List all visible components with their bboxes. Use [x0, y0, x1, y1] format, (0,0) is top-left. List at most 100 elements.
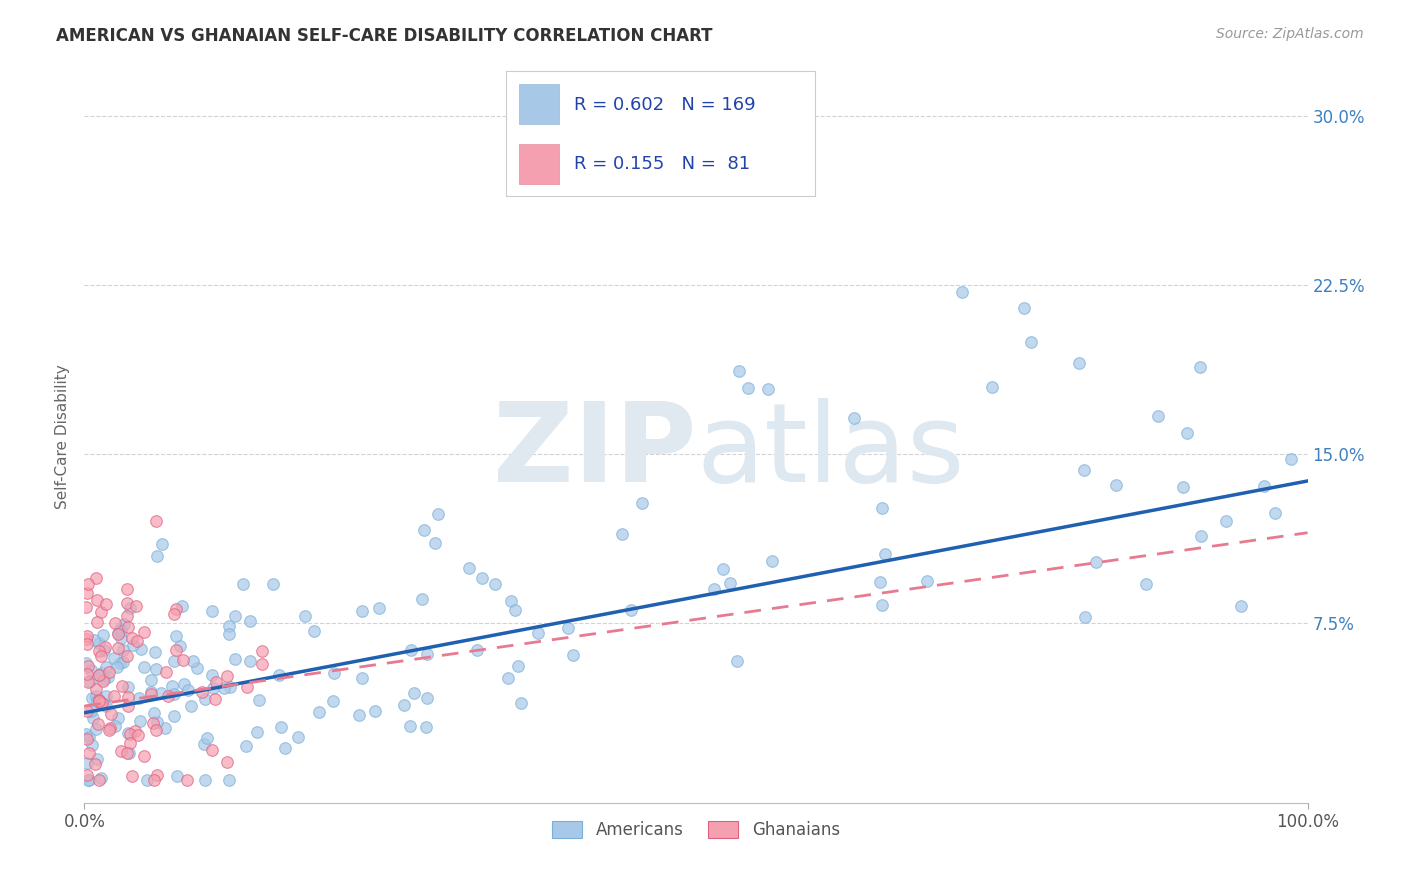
Point [77, 747, 100, 761]
Point [132, 659, 155, 673]
Point [703, 582, 725, 597]
Point [110, 631, 132, 645]
Y-axis label: Self-Care Disability: Self-Care Disability [55, 365, 70, 509]
Point [416, 647, 439, 661]
Point [235, 739, 257, 753]
Point [1189, 529, 1212, 543]
Point [728, 364, 751, 378]
Point [1230, 599, 1253, 613]
Point [86, 689, 108, 703]
Point [77, 773, 100, 788]
Point [111, 643, 134, 657]
Point [274, 740, 297, 755]
Point [117, 681, 139, 695]
Point [870, 598, 893, 612]
Point [471, 571, 494, 585]
Point [128, 690, 150, 705]
Point [165, 601, 187, 615]
Point [93, 697, 115, 711]
Point [718, 576, 741, 591]
Point [218, 627, 240, 641]
Point [173, 677, 195, 691]
Point [404, 685, 426, 699]
Point [215, 669, 238, 683]
Point [527, 625, 550, 640]
Point [76, 773, 98, 788]
Point [870, 501, 893, 516]
Point [107, 626, 129, 640]
Point [194, 773, 217, 788]
Point [80, 704, 103, 718]
Point [204, 691, 226, 706]
Point [246, 725, 269, 739]
Point [100, 707, 122, 722]
Point [115, 649, 138, 664]
Point [195, 731, 218, 745]
Point [91, 696, 114, 710]
Point [120, 736, 142, 750]
Point [117, 690, 139, 704]
Point [267, 667, 290, 681]
Point [1012, 301, 1035, 315]
Point [108, 623, 131, 637]
Point [561, 648, 583, 663]
Point [1279, 452, 1302, 467]
Point [294, 609, 316, 624]
Point [120, 601, 142, 615]
Point [96, 689, 118, 703]
Point [145, 662, 167, 676]
Point [202, 681, 225, 695]
Text: Source: ZipAtlas.com: Source: ZipAtlas.com [1216, 27, 1364, 41]
Point [205, 675, 228, 690]
Text: R = 0.155   N =  81: R = 0.155 N = 81 [574, 155, 751, 173]
Point [93, 643, 115, 657]
Point [287, 730, 309, 744]
Point [91, 674, 114, 689]
Point [83, 632, 105, 647]
Text: atlas: atlas [696, 398, 965, 505]
Point [1253, 479, 1275, 493]
Point [465, 643, 488, 657]
Point [87, 636, 110, 650]
Point [82, 711, 104, 725]
Point [980, 380, 1002, 394]
Point [250, 657, 273, 671]
Point [104, 719, 127, 733]
Point [172, 653, 194, 667]
Point [121, 769, 143, 783]
Point [352, 604, 374, 618]
Point [1171, 480, 1194, 494]
Point [75, 632, 97, 646]
Point [108, 656, 131, 670]
Point [76, 704, 98, 718]
Point [352, 671, 374, 685]
Point [1215, 515, 1237, 529]
Point [401, 643, 423, 657]
Point [499, 594, 522, 608]
Point [1135, 576, 1157, 591]
Point [76, 675, 98, 690]
Point [162, 686, 184, 700]
Point [90, 696, 112, 710]
Point [163, 607, 186, 622]
Point [169, 639, 191, 653]
Point [77, 577, 100, 591]
Point [427, 507, 450, 521]
Point [87, 644, 110, 658]
Point [165, 629, 187, 643]
Point [84, 756, 107, 771]
Point [141, 685, 163, 699]
Point [232, 576, 254, 591]
Point [94, 598, 117, 612]
Point [79, 674, 101, 689]
Point [76, 637, 98, 651]
Point [87, 668, 110, 682]
Point [115, 596, 138, 610]
Point [127, 634, 149, 648]
Point [112, 617, 135, 632]
Point [76, 666, 98, 681]
Point [915, 574, 938, 588]
Point [107, 711, 129, 725]
Point [84, 571, 107, 585]
Point [224, 652, 246, 666]
